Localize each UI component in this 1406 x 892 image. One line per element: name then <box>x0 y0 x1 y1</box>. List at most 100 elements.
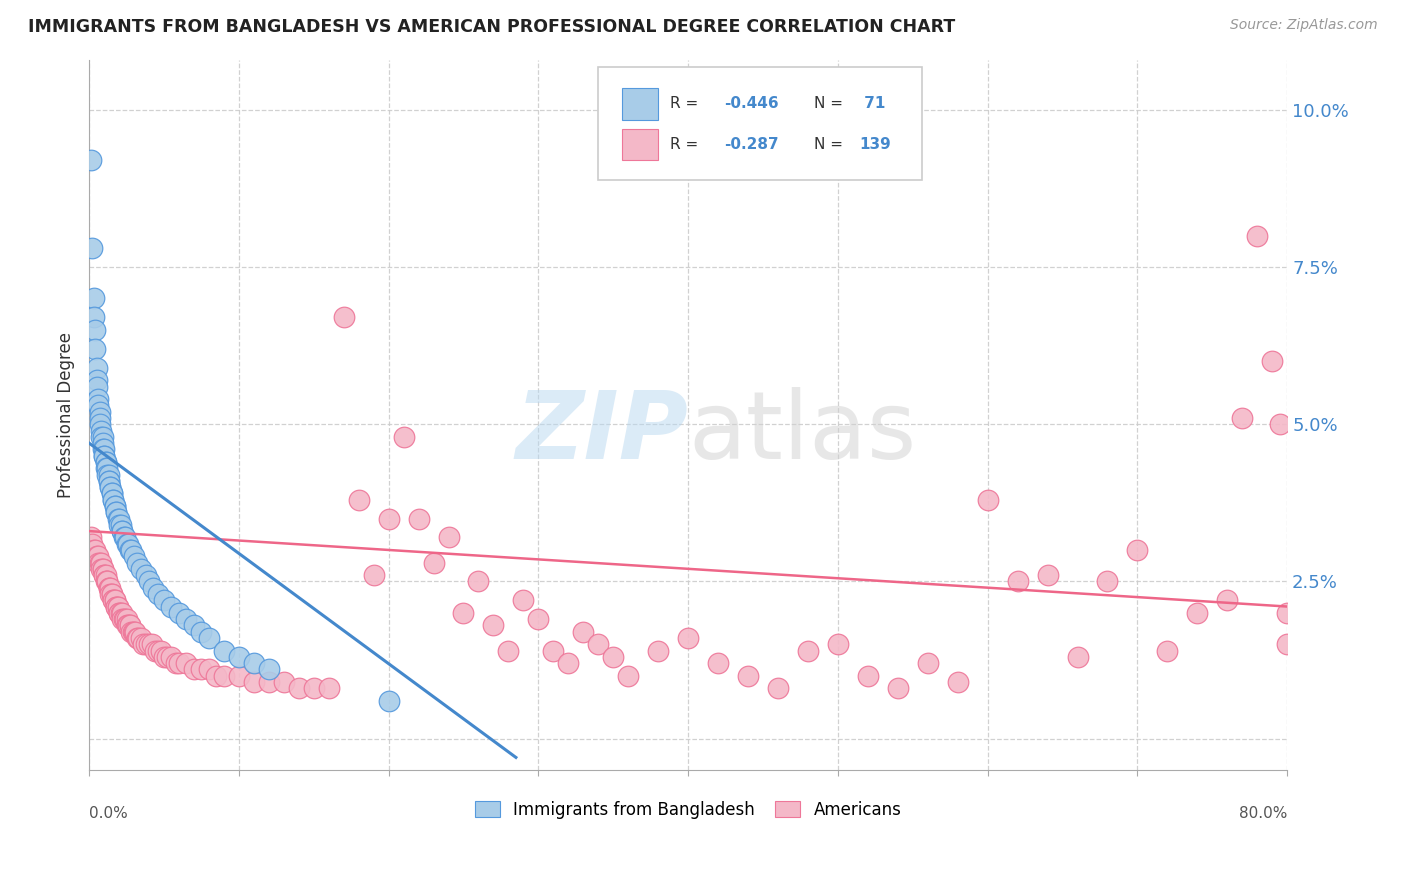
Point <box>228 649 250 664</box>
Point <box>100 486 122 500</box>
Point <box>707 656 730 670</box>
Point <box>100 486 122 500</box>
Point <box>94 455 117 469</box>
Point <box>103 499 125 513</box>
Point <box>110 606 132 620</box>
Point <box>132 637 155 651</box>
Point <box>141 637 163 651</box>
Point <box>103 593 125 607</box>
Point <box>87 398 110 412</box>
Point <box>131 562 153 576</box>
Legend: Immigrants from Bangladesh, Americans: Immigrants from Bangladesh, Americans <box>468 794 908 826</box>
Point <box>111 606 134 620</box>
Point <box>287 681 309 696</box>
Point <box>149 643 172 657</box>
Point <box>101 492 124 507</box>
Point <box>212 669 235 683</box>
Point <box>97 581 120 595</box>
Text: ZIP: ZIP <box>515 386 688 479</box>
Point <box>125 631 148 645</box>
Text: N =: N = <box>814 96 848 112</box>
Point <box>122 624 145 639</box>
Point <box>117 537 139 551</box>
Point <box>108 606 131 620</box>
Text: 139: 139 <box>859 137 891 153</box>
Point <box>165 656 187 670</box>
Point <box>98 587 121 601</box>
Point <box>125 556 148 570</box>
Point <box>89 556 111 570</box>
Point <box>1232 411 1254 425</box>
Point <box>121 624 143 639</box>
Point <box>107 599 129 614</box>
FancyBboxPatch shape <box>599 67 922 180</box>
Point <box>797 643 820 657</box>
Point <box>1261 354 1284 368</box>
Point <box>128 631 150 645</box>
Point <box>422 556 444 570</box>
Point <box>917 656 939 670</box>
Point <box>302 681 325 696</box>
Point <box>142 581 165 595</box>
Point <box>1097 574 1119 589</box>
Point <box>512 593 534 607</box>
Point <box>602 649 624 664</box>
Point <box>1216 593 1239 607</box>
Point <box>190 662 212 676</box>
Point <box>156 649 179 664</box>
Point <box>572 624 595 639</box>
Point <box>737 669 759 683</box>
Point <box>856 669 879 683</box>
Point <box>93 449 115 463</box>
Point <box>363 568 385 582</box>
Point <box>377 511 399 525</box>
Point <box>273 675 295 690</box>
Point <box>212 643 235 657</box>
Point <box>89 417 111 432</box>
Y-axis label: Professional Degree: Professional Degree <box>58 332 75 498</box>
Point <box>84 323 107 337</box>
Point <box>96 461 118 475</box>
Point <box>96 467 118 482</box>
Point <box>124 624 146 639</box>
Point <box>105 599 128 614</box>
Point <box>408 511 430 525</box>
Point <box>498 643 520 657</box>
Point <box>89 404 111 418</box>
Point <box>392 430 415 444</box>
Point <box>111 524 134 538</box>
Point <box>79 153 101 168</box>
Point <box>527 612 550 626</box>
Point <box>91 436 114 450</box>
Point <box>135 637 157 651</box>
Point <box>120 543 142 558</box>
Point <box>1187 606 1209 620</box>
Point <box>617 669 640 683</box>
Point <box>138 574 160 589</box>
Point <box>118 618 141 632</box>
Point <box>1277 606 1299 620</box>
Text: 0.0%: 0.0% <box>89 805 128 821</box>
Point <box>108 606 131 620</box>
Point <box>183 618 205 632</box>
Point <box>101 492 124 507</box>
Point <box>135 568 157 582</box>
Text: -0.287: -0.287 <box>724 137 779 153</box>
Point <box>107 511 129 525</box>
Point <box>87 556 110 570</box>
Point <box>167 606 190 620</box>
Point <box>89 411 111 425</box>
Text: 71: 71 <box>859 96 886 112</box>
Point <box>100 587 122 601</box>
Point <box>176 612 198 626</box>
Point <box>79 530 101 544</box>
Point <box>1277 637 1299 651</box>
Point <box>96 574 118 589</box>
Point <box>97 474 120 488</box>
Point <box>183 662 205 676</box>
Point <box>1156 643 1178 657</box>
Point <box>111 612 134 626</box>
Point <box>190 624 212 639</box>
Point <box>467 574 489 589</box>
Point <box>94 461 117 475</box>
